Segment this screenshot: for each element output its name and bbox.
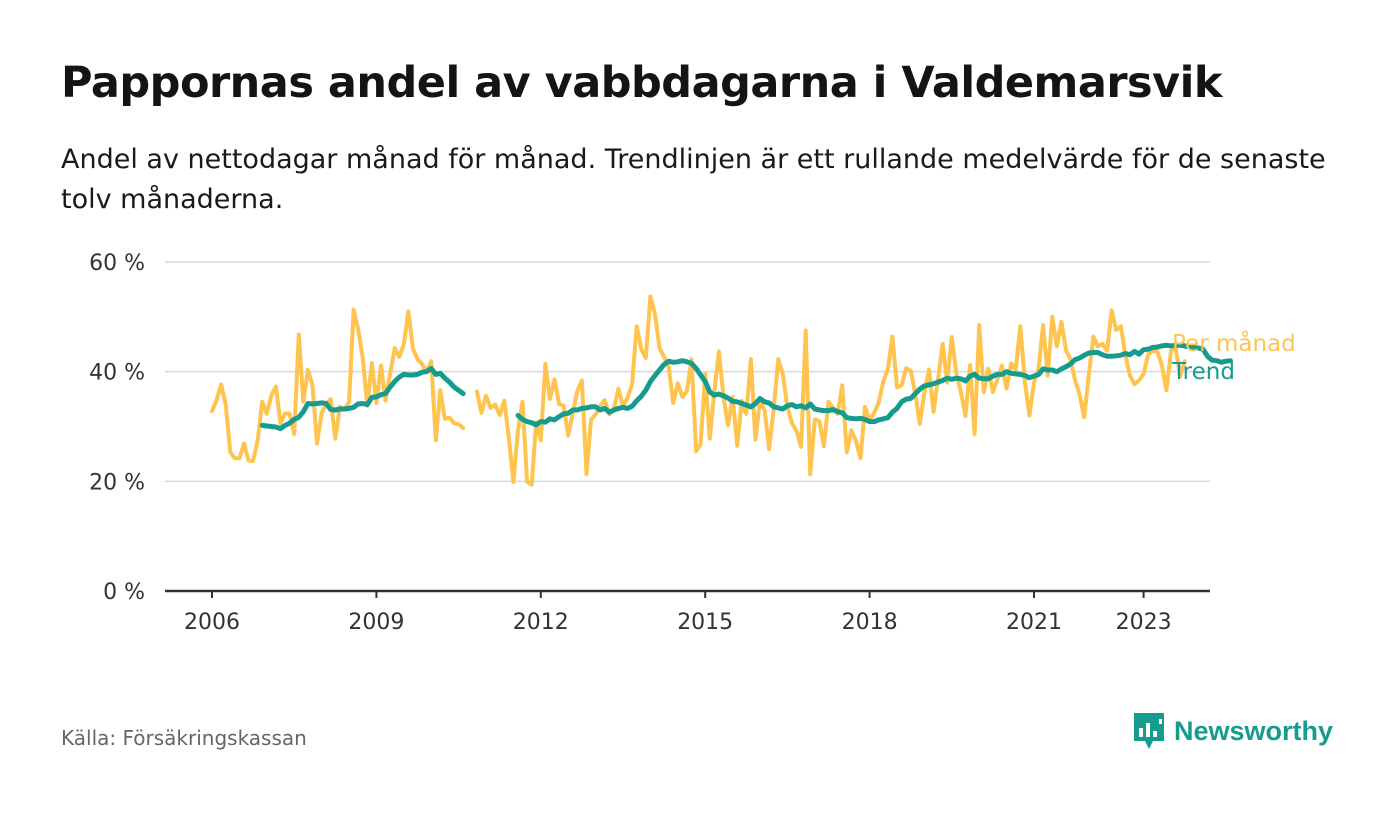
- series-label-trend: Trend: [1171, 359, 1235, 385]
- series-line-per-manad: [210, 307, 466, 463]
- chart-title: Pappornas andel av vabbdagarna i Valdema…: [61, 58, 1223, 108]
- x-tick-label: 2015: [677, 610, 733, 635]
- y-tick-label: 20 %: [89, 470, 145, 495]
- x-axis: 2006 2009 2012 2015 2018 2021 2023: [165, 589, 1210, 635]
- series-line-trend: [515, 342, 1233, 428]
- series-line-trend: [259, 365, 466, 432]
- x-tick-label: 2009: [348, 610, 404, 635]
- x-tick-label: 2021: [1006, 610, 1062, 635]
- x-tick-label: 2023: [1116, 610, 1172, 635]
- newsworthy-logo-icon: [1134, 713, 1164, 749]
- y-tick-label: 0 %: [103, 580, 145, 605]
- brand-name: Newsworthy: [1174, 715, 1334, 746]
- series-line-per-manad: [474, 294, 1187, 487]
- x-tick-label: 2018: [842, 610, 898, 635]
- brand-logo[interactable]: Newsworthy: [1132, 711, 1333, 751]
- y-axis-labels: 0 % 20 % 40 % 60 %: [89, 251, 145, 605]
- x-tick-label: 2006: [184, 610, 240, 635]
- chart-subtitle: Andel av nettodagar månad för månad. Tre…: [61, 144, 1326, 215]
- y-tick-label: 40 %: [89, 361, 145, 386]
- source-note: Källa: Försäkringskassan: [61, 726, 307, 750]
- series-lines: [210, 294, 1233, 487]
- x-tick-label: 2012: [513, 610, 569, 635]
- y-tick-label: 60 %: [89, 251, 145, 276]
- series-label-per-manad: Per månad: [1172, 329, 1296, 357]
